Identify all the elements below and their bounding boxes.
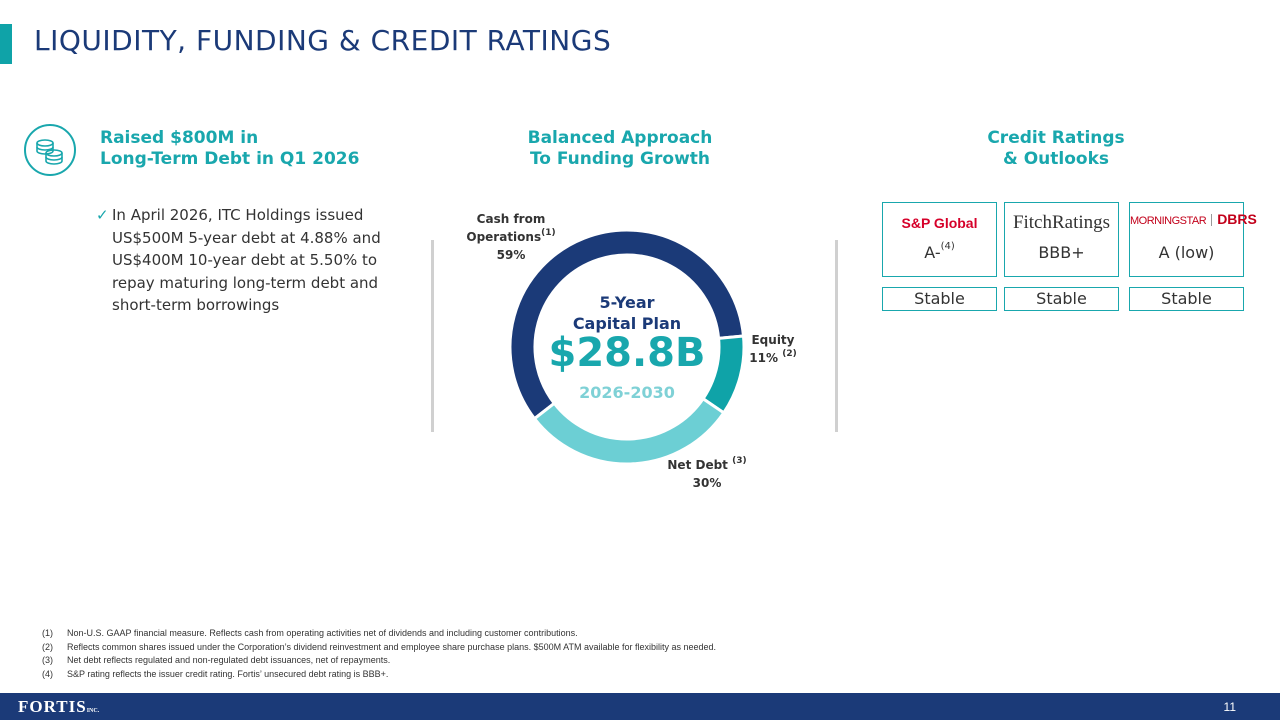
cash-value-label: 59% (496, 248, 526, 262)
checkmark-icon: ✓ (96, 206, 109, 224)
middle-heading-line1: Balanced Approach (527, 128, 713, 148)
footnote-number: (1) (42, 628, 53, 638)
label-net-debt: Net Debt (3) 30% (662, 456, 752, 492)
footnote-3: (3) Net debt reflects regulated and non-r… (42, 654, 1246, 668)
center-line1: 5-Year (599, 293, 655, 312)
coins-icon (24, 124, 76, 176)
divider-right (835, 240, 838, 432)
footnote-4: (4) S&P rating reflects the issuer credit… (42, 668, 1246, 682)
debt-value-label: 30% (692, 476, 722, 490)
dbrs-rating-value: A (low) (1158, 243, 1215, 262)
right-heading-line1: Credit Ratings (987, 128, 1125, 148)
debt-footnote-ref: (3) (732, 456, 747, 466)
sp-rating: A-(4) (883, 241, 996, 262)
page-number: 11 (1223, 700, 1236, 714)
debt-label-name: Net Debt (667, 458, 728, 472)
donut-segment-net-debt (532, 396, 726, 466)
dbrs-logo-text: DBRS (1217, 211, 1257, 227)
sp-rating-value: A- (924, 243, 941, 262)
sp-global-logo: S&P Global (901, 215, 978, 231)
divider-left (431, 240, 434, 432)
footnote-text: Net debt reflects regulated and non-regu… (67, 655, 391, 665)
morningstar-dbrs-logo: MORNINGSTAR DBRS (1130, 211, 1257, 229)
donut-center-years: 2026-2030 (579, 383, 675, 402)
footnote-number: (3) (42, 655, 53, 665)
footnote-text: Non-U.S. GAAP financial measure. Reflect… (67, 628, 578, 638)
left-heading: Raised $800M in Long-Term Debt in Q1 202… (100, 128, 359, 170)
footnotes: (1) Non-U.S. GAAP financial measure. Refl… (42, 627, 1246, 682)
sp-rating-footnote: (4) (940, 241, 955, 252)
fitch-outlook: Stable (1004, 287, 1119, 311)
rating-card-sp: S&P Global A-(4) (882, 202, 997, 277)
footnote-1: (1) Non-U.S. GAAP financial measure. Refl… (42, 627, 1246, 641)
fitch-ratings-logo: FitchRatings (1012, 212, 1111, 233)
cash-label-line2: Operations (466, 230, 542, 244)
rating-card-dbrs: MORNINGSTAR DBRS A (low) (1129, 202, 1257, 277)
equity-label-name: Equity (751, 333, 795, 347)
right-heading-line2: & Outlooks (1002, 149, 1110, 169)
page-title: LIQUIDITY, FUNDING & CREDIT RATINGS (34, 24, 612, 57)
rating-card-fitch: FitchRatings BBB+ (1004, 202, 1119, 277)
fortis-logo-text: FORTIS (18, 697, 87, 716)
label-equity: Equity 11% (2) (742, 331, 804, 367)
donut-center-value: $28.8B (548, 330, 706, 376)
left-heading-line1: Raised $800M in (100, 128, 259, 148)
bullet-item: ✓ In April 2026, ITC Holdings issued US$… (96, 204, 396, 317)
right-heading: Credit Ratings & Outlooks (940, 128, 1172, 170)
footnote-2: (2) Reflects common shares issued under t… (42, 641, 1246, 655)
equity-footnote-ref: (2) (782, 349, 797, 359)
sp-outlook: Stable (882, 287, 997, 311)
logo-separator (1211, 213, 1213, 226)
fortis-logo-suffix: INC. (86, 708, 100, 714)
center-line2: Capital Plan (572, 314, 682, 333)
left-heading-line2: Long-Term Debt in Q1 2026 (100, 149, 360, 169)
cash-footnote-ref: (1) (541, 228, 556, 238)
cash-label-line1: Cash from (476, 212, 546, 226)
label-cash-from-operations: Cash from Operations(1) 59% (466, 210, 556, 264)
middle-heading: Balanced Approach To Funding Growth (500, 128, 740, 170)
footnote-number: (4) (42, 668, 53, 679)
title-accent-bar (0, 24, 12, 64)
footnote-number: (2) (42, 641, 53, 652)
footnote-text: Reflects common shares issued under the … (67, 641, 717, 652)
donut-center-subtitle: 5-Year Capital Plan (540, 292, 714, 334)
footer-bar: FORTISINC. 11 (0, 693, 1280, 720)
bullet-text: In April 2026, ITC Holdings issued US$50… (112, 206, 381, 314)
middle-heading-line2: To Funding Growth (529, 149, 711, 169)
equity-value-label: 11% (749, 351, 779, 365)
fitch-rating-value: BBB+ (1038, 243, 1085, 262)
fortis-logo: FORTISINC. (18, 697, 99, 717)
footnote-text: S&P rating reflects the issuer credit ra… (67, 668, 389, 679)
morningstar-logo-text: MORNINGSTAR (1130, 215, 1207, 227)
dbrs-outlook: Stable (1129, 287, 1244, 311)
